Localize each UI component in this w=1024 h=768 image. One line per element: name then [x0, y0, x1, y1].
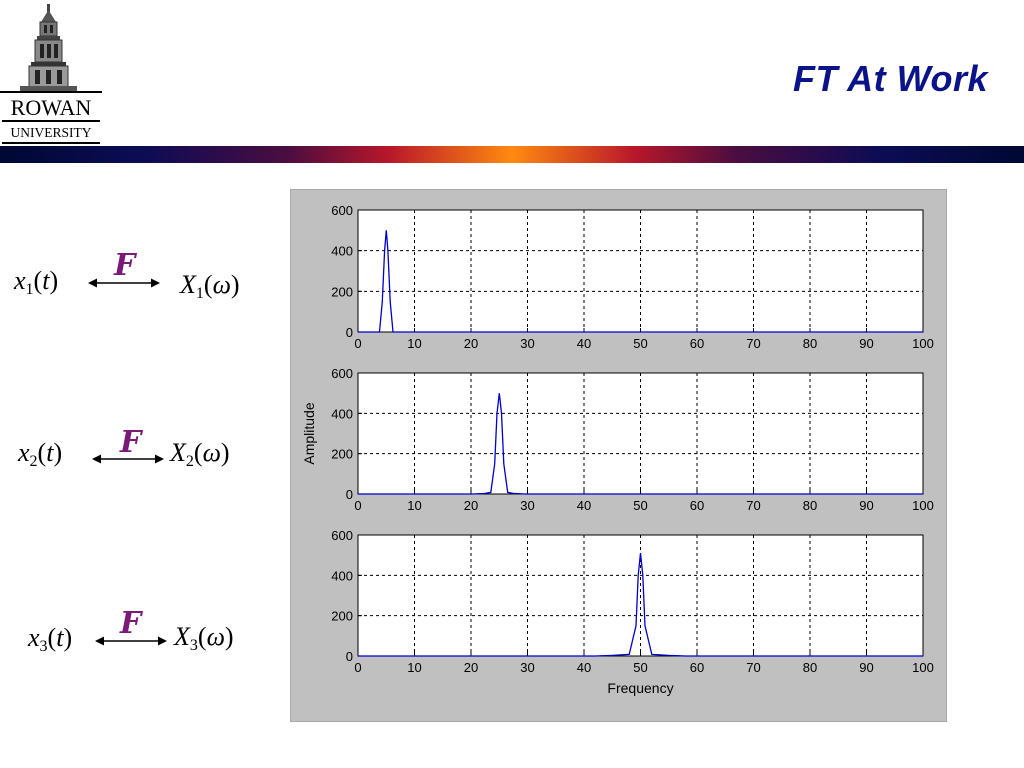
double-arrow-icon-3	[95, 636, 167, 646]
y-axis-label: Amplitude	[301, 402, 317, 464]
x-tick-label: 50	[633, 498, 647, 513]
equation-2-lhs: x2(t)	[18, 438, 63, 470]
y-tick-label: 400	[331, 244, 353, 259]
double-arrow-icon-1	[88, 278, 160, 288]
x-tick-label: 60	[690, 336, 704, 351]
x-tick-label: 10	[407, 498, 421, 513]
x-tick-label: 40	[577, 336, 591, 351]
x-tick-label: 60	[690, 660, 704, 675]
x-tick-label: 10	[407, 336, 421, 351]
y-tick-label: 600	[331, 528, 353, 543]
x-tick-label: 90	[859, 660, 873, 675]
equation-3-rhs: X3(ω)	[174, 622, 234, 654]
y-tick-label: 200	[331, 284, 353, 299]
y-tick-label: 0	[346, 487, 353, 502]
equation-2-rhs: X2(ω)	[170, 438, 230, 470]
rowan-university-logo: ROWAN UNIVERSITY	[0, 0, 102, 146]
x-tick-label: 80	[803, 660, 817, 675]
spectrum-line-3	[358, 553, 923, 657]
x-tick-label: 50	[633, 660, 647, 675]
x-tick-label: 70	[746, 660, 760, 675]
y-tick-label: 200	[331, 609, 353, 624]
x-tick-label: 50	[633, 336, 647, 351]
x-tick-label: 100	[912, 336, 934, 351]
y-tick-label: 600	[331, 203, 353, 218]
x-tick-label: 30	[520, 498, 534, 513]
x-tick-label: 70	[746, 498, 760, 513]
x-tick-label: 40	[577, 660, 591, 675]
x-tick-label: 20	[464, 498, 478, 513]
x-tick-label: 60	[690, 498, 704, 513]
fourier-transform-symbol-1: F	[114, 248, 136, 283]
y-tick-label: 200	[331, 447, 353, 462]
x-tick-label: 80	[803, 336, 817, 351]
x-tick-label: 100	[912, 660, 934, 675]
header-gradient-banner	[0, 146, 1024, 163]
slide-title: FT At Work	[793, 58, 988, 99]
x-tick-label: 0	[354, 660, 361, 675]
spectrum-line-2	[358, 393, 923, 495]
x-tick-label: 10	[407, 660, 421, 675]
equation-1-rhs: X1(ω)	[180, 270, 240, 302]
equation-3-lhs: x3(t)	[28, 623, 73, 655]
x-tick-label: 40	[577, 498, 591, 513]
equation-1-lhs: x1(t)	[14, 266, 59, 298]
double-arrow-icon-2	[92, 454, 164, 464]
fourier-transform-symbol-2: F	[120, 425, 142, 460]
x-tick-label: 80	[803, 498, 817, 513]
spectrum-line-1	[358, 230, 923, 333]
x-tick-label: 20	[464, 660, 478, 675]
x-tick-label: 90	[859, 336, 873, 351]
matlab-figure-window: 0 10 20 30 40 50 60 70 80 90 100 0 200 400 600 0 10 20 30 4…	[290, 189, 947, 722]
y-tick-label: 400	[331, 406, 353, 421]
x-tick-label: 30	[520, 336, 534, 351]
y-tick-label: 400	[331, 568, 353, 583]
x-tick-label: 70	[746, 336, 760, 351]
y-tick-label: 0	[346, 649, 353, 664]
x-tick-label: 0	[354, 336, 361, 351]
x-tick-label: 30	[520, 660, 534, 675]
fourier-transform-symbol-3: F	[120, 606, 142, 641]
x-axis-label: Frequency	[607, 680, 673, 696]
x-tick-label: 20	[464, 336, 478, 351]
y-tick-label: 0	[346, 325, 353, 340]
x-tick-label: 90	[859, 498, 873, 513]
logo-name: ROWAN	[11, 95, 92, 120]
tower-spire	[47, 4, 50, 14]
x-tick-label: 0	[354, 498, 361, 513]
logo-subname: UNIVERSITY	[11, 125, 92, 140]
y-tick-label: 600	[331, 366, 353, 381]
x-tick-label: 100	[912, 498, 934, 513]
